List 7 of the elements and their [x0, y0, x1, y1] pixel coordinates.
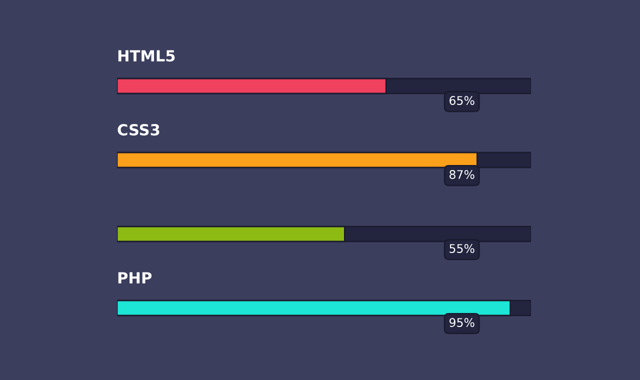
y-tick-label: CSS3	[118, 124, 160, 136]
data-label: 95%	[449, 318, 474, 327]
data-label: 65%	[450, 96, 474, 105]
data-label: 87%	[450, 170, 474, 179]
y-tick-label: PHP	[118, 272, 152, 284]
data-label: 55%	[450, 244, 474, 253]
y-tick-label: HTML5	[118, 50, 175, 62]
